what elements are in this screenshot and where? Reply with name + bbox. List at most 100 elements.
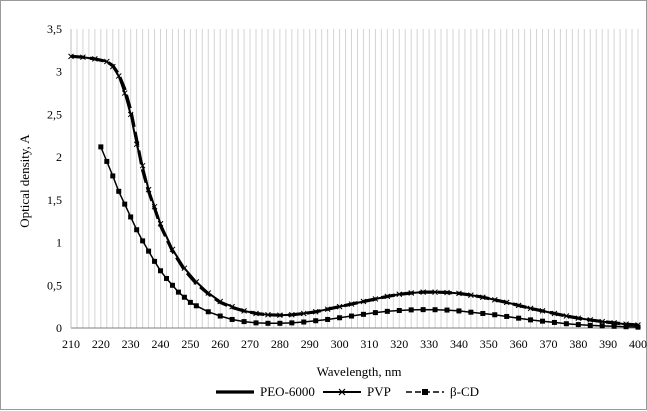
data-point xyxy=(277,320,283,326)
data-point xyxy=(468,292,474,298)
data-point xyxy=(396,291,403,298)
data-point xyxy=(163,275,169,281)
series-line xyxy=(70,54,639,327)
data-point xyxy=(205,290,212,296)
y-axis-label: Optical density, A xyxy=(17,134,32,228)
data-point xyxy=(217,298,224,305)
data-point xyxy=(116,188,122,194)
y-tick-label: 1 xyxy=(56,236,62,250)
data-point xyxy=(444,289,450,296)
data-point xyxy=(139,162,146,169)
x-tick-label: 310 xyxy=(360,337,378,351)
data-point xyxy=(503,299,510,306)
data-point xyxy=(336,303,343,310)
data-point xyxy=(515,302,522,309)
data-point xyxy=(253,310,259,317)
x-tick-label: 260 xyxy=(211,337,229,351)
data-point xyxy=(229,303,236,310)
data-point xyxy=(599,318,606,325)
data-point xyxy=(80,54,86,61)
data-point xyxy=(68,53,74,60)
legend-label: PVP xyxy=(367,384,391,399)
data-point xyxy=(408,290,415,296)
data-point xyxy=(121,90,128,96)
data-point xyxy=(122,201,128,207)
legend-marker xyxy=(338,388,346,396)
data-point xyxy=(587,322,593,328)
data-point xyxy=(145,186,152,193)
y-tick-label: 0,5 xyxy=(47,278,62,292)
x-tick-label: 300 xyxy=(331,337,349,351)
data-point xyxy=(337,315,343,321)
data-point xyxy=(229,316,235,322)
data-point xyxy=(372,296,379,302)
x-tick-label: 250 xyxy=(181,337,199,351)
data-point xyxy=(384,308,390,314)
data-point xyxy=(193,303,199,309)
data-point xyxy=(551,310,558,317)
legend-label: PEO-6000 xyxy=(260,384,315,399)
data-point xyxy=(109,63,116,70)
x-tick-label: 340 xyxy=(450,337,468,351)
data-point xyxy=(169,282,175,288)
data-point xyxy=(152,258,158,264)
y-tick-label: 3,5 xyxy=(47,22,62,36)
data-point xyxy=(127,111,134,118)
data-point xyxy=(575,322,581,328)
data-point xyxy=(301,319,307,325)
data-point xyxy=(181,294,187,300)
x-tick-label: 330 xyxy=(420,337,438,351)
y-tick-labels: 0 0,5 1 1,5 2 2,5 3 3,5 xyxy=(47,22,62,335)
y-tick-label: 2 xyxy=(56,150,62,164)
data-point xyxy=(92,56,98,62)
data-point xyxy=(432,307,438,313)
data-point xyxy=(324,306,331,313)
data-point xyxy=(151,203,158,210)
x-tick-labels: 210 220 230 240 250 260 270 280 290 300 310 320 330 3… xyxy=(62,337,647,351)
data-point xyxy=(157,220,164,227)
data-point xyxy=(563,313,570,319)
axes xyxy=(70,29,638,329)
data-point xyxy=(217,313,223,319)
data-point xyxy=(187,299,193,305)
x-tick-label: 240 xyxy=(152,337,170,351)
x-tick-label: 360 xyxy=(510,337,528,351)
data-point xyxy=(563,321,569,327)
x-tick-label: 290 xyxy=(301,337,319,351)
data-point xyxy=(181,265,188,272)
data-point xyxy=(98,144,104,150)
data-point xyxy=(349,313,355,319)
x-tick-label: 370 xyxy=(539,337,557,351)
data-point xyxy=(492,312,498,318)
data-point xyxy=(277,312,283,319)
x-tick-label: 270 xyxy=(241,337,259,351)
data-point xyxy=(169,246,176,253)
data-point xyxy=(360,311,366,317)
data-point xyxy=(575,315,582,322)
data-point xyxy=(104,158,110,164)
data-point xyxy=(540,318,546,324)
data-point xyxy=(115,73,122,79)
data-point xyxy=(587,317,594,323)
x-tick-label: 210 xyxy=(62,337,80,351)
data-point xyxy=(551,319,557,325)
series-lines xyxy=(68,53,641,330)
data-point xyxy=(313,318,319,324)
data-point xyxy=(635,324,641,330)
data-point xyxy=(372,310,378,316)
data-point xyxy=(479,294,486,301)
data-point xyxy=(253,320,259,326)
data-point xyxy=(420,307,426,313)
y-tick-label: 0 xyxy=(56,321,62,335)
x-axis-label: Wavelength, nm xyxy=(317,364,402,379)
data-point xyxy=(325,316,331,322)
data-point xyxy=(205,309,211,315)
x-tick-label: 380 xyxy=(569,337,587,351)
data-point xyxy=(241,308,247,314)
data-point xyxy=(103,58,110,65)
data-point xyxy=(456,308,462,314)
data-point xyxy=(491,296,498,303)
data-point xyxy=(133,141,140,148)
